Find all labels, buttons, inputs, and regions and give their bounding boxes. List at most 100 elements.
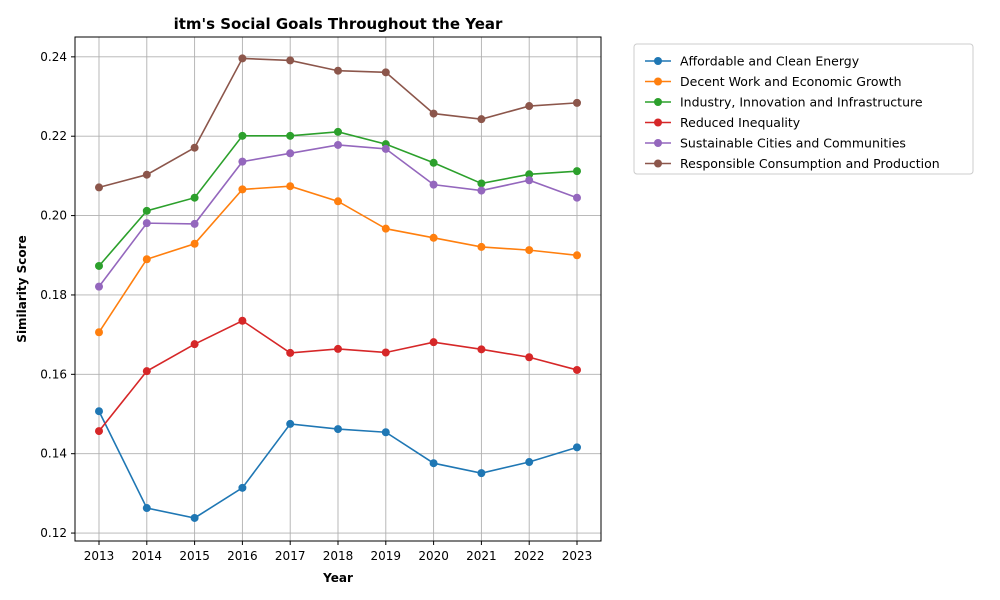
series-3 [95, 127, 581, 270]
data-point [573, 443, 581, 452]
legend-label: Sustainable Cities and Communities [680, 136, 906, 151]
x-tick-label: 2016 [227, 549, 258, 563]
y-tick-label: 0.22 [40, 129, 67, 143]
x-tick-label: 2021 [466, 549, 497, 563]
x-tick-label: 2022 [514, 549, 545, 563]
data-point [95, 407, 103, 416]
data-point [142, 170, 151, 179]
data-point [429, 338, 438, 347]
data-point [238, 157, 247, 166]
x-tick-label: 2017 [275, 549, 306, 563]
data-point [525, 170, 534, 179]
x-tick-label: 2013 [84, 549, 115, 563]
data-point [429, 109, 438, 118]
data-point [573, 193, 581, 202]
legend-item: Decent Work and Economic Growth [645, 74, 902, 89]
data-point [142, 504, 151, 513]
data-point [238, 316, 247, 325]
legend-item: Affordable and Clean Energy [645, 54, 860, 69]
data-point [286, 182, 295, 191]
data-point [95, 183, 103, 192]
legend-item: Industry, Innovation and Infrastructure [645, 95, 923, 110]
data-point [286, 419, 295, 428]
y-tick-label: 0.18 [40, 288, 67, 302]
data-point [477, 469, 486, 478]
data-point [429, 233, 438, 242]
data-point [477, 115, 486, 124]
legend-marker [654, 57, 662, 65]
data-point [381, 144, 390, 153]
data-point [286, 131, 295, 140]
data-point [95, 328, 103, 337]
data-point [334, 197, 342, 206]
legend-item: Reduced Inequality [645, 115, 801, 130]
data-point [573, 251, 581, 260]
x-tick-label: 2015 [179, 549, 210, 563]
y-tick-label: 0.12 [40, 526, 67, 540]
data-point [95, 282, 103, 291]
data-point [573, 167, 581, 176]
x-tick-label: 2020 [418, 549, 449, 563]
data-point [525, 102, 534, 111]
x-tick-label: 2019 [371, 549, 402, 563]
data-point [95, 261, 103, 270]
series-6 [95, 54, 581, 192]
x-axis: 2013 2014 2015 2016 2017 2018 2019 2020 2021 2022… [84, 541, 592, 563]
data-point [142, 255, 151, 264]
data-point [573, 365, 581, 374]
data-point [381, 224, 390, 233]
legend-label: Industry, Innovation and Infrastructure [680, 95, 923, 110]
data-point [190, 239, 199, 248]
data-point [573, 98, 581, 107]
y-tick-label: 0.14 [40, 447, 67, 461]
data-point [525, 458, 534, 467]
legend-marker [654, 118, 662, 127]
data-point [525, 353, 534, 362]
legend-marker [654, 98, 662, 106]
chart-title: itm's Social Goals Throughout the Year [174, 15, 503, 33]
data-point [95, 427, 103, 436]
data-point [142, 219, 151, 228]
legend-label: Decent Work and Economic Growth [680, 74, 902, 89]
y-tick-label: 0.24 [40, 50, 67, 64]
x-axis-label: Year [322, 571, 353, 585]
legend-item: Sustainable Cities and Communities [645, 136, 906, 151]
data-point [381, 68, 390, 77]
series-5 [95, 140, 581, 291]
data-point [238, 131, 247, 140]
data-point [190, 219, 199, 228]
data-point [525, 246, 534, 255]
data-point [429, 180, 438, 189]
data-point [381, 428, 390, 437]
data-point [334, 344, 342, 353]
data-point [190, 340, 199, 349]
data-point [429, 158, 438, 167]
data-point [142, 367, 151, 376]
data-point [334, 127, 342, 136]
data-point [190, 143, 199, 152]
data-point [190, 513, 199, 522]
data-point [477, 179, 486, 188]
data-point [525, 176, 534, 185]
y-tick-label: 0.20 [40, 209, 67, 223]
legend-marker [654, 77, 662, 86]
series-4 [95, 316, 581, 436]
legend: Affordable and Clean Energy Decent Work a… [633, 43, 974, 175]
legend-label: Responsible Consumption and Production [680, 156, 940, 171]
data-point [238, 185, 247, 194]
data-point [477, 345, 486, 354]
data-point [429, 459, 438, 468]
data-point [286, 56, 295, 65]
data-point [477, 242, 486, 251]
series-2 [95, 182, 581, 337]
data-point [238, 54, 247, 63]
legend-item: Responsible Consumption and Production [645, 156, 940, 171]
legend-label: Reduced Inequality [680, 115, 801, 130]
data-point [142, 206, 151, 215]
data-point [334, 425, 342, 434]
legend-marker [654, 159, 662, 168]
data-point [286, 149, 295, 158]
series-layer [95, 54, 581, 522]
data-point [381, 348, 390, 357]
